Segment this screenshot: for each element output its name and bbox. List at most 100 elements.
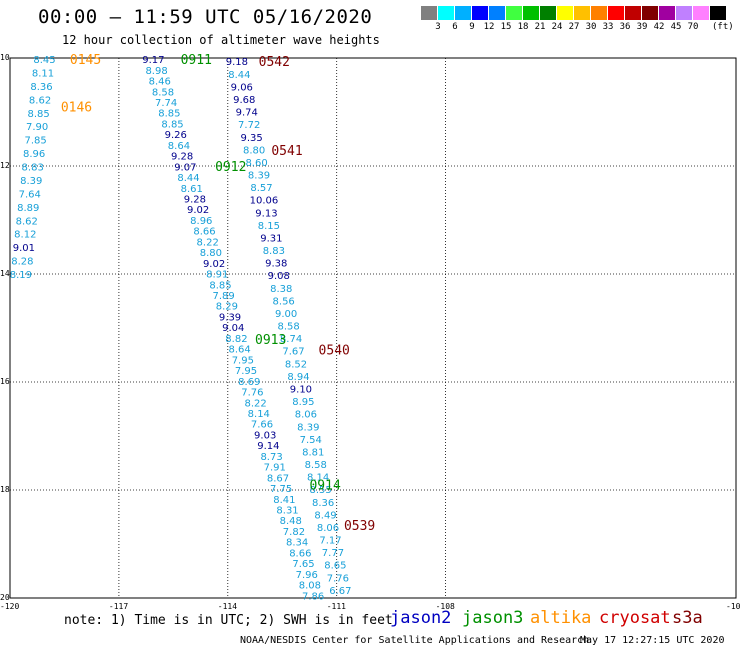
colorbar-swatch	[625, 6, 641, 20]
lon-tick-label: -108	[435, 602, 455, 611]
swh-value-s3a: 9.18	[226, 57, 248, 68]
swh-value-jason3: 8.34	[286, 538, 308, 549]
swh-value-altika: 8.83	[22, 163, 44, 174]
lat-tick-label: 10	[0, 53, 10, 62]
swh-value-altika: 8.39	[20, 176, 42, 187]
swh-value-jason3: 8.64	[168, 141, 190, 152]
swh-value-s3a: 8.56	[273, 296, 295, 307]
swh-value-s3a: 8.06	[317, 523, 339, 534]
swh-value-jason3: 9.02	[203, 259, 225, 270]
swh-value-jason3: 7.89	[213, 291, 235, 302]
swh-value-altika: 8.36	[30, 82, 52, 93]
swh-value-s3a: 8.58	[277, 322, 299, 333]
swh-value-jason3: 7.91	[264, 463, 286, 474]
swh-value-jason3: 8.14	[248, 409, 270, 420]
lat-tick-label: 20	[0, 593, 10, 602]
colorbar-label: 6	[452, 22, 458, 32]
colorbar-swatch	[540, 6, 556, 20]
swh-value-altika: 7.64	[19, 189, 41, 200]
colorbar-swatch	[557, 6, 573, 20]
swh-value-jason3: 8.80	[200, 248, 222, 259]
swh-value-altika: 8.45	[33, 55, 55, 66]
swh-value-jason3: 8.61	[181, 184, 203, 195]
pass-time-label: 0542	[259, 55, 290, 70]
swh-value-jason3: 8.69	[238, 377, 260, 388]
swh-value-jason3: 8.44	[177, 173, 199, 184]
swh-value-s3a: 9.31	[260, 233, 282, 244]
swh-value-s3a: 8.14	[307, 473, 329, 484]
colorbar-label: 39	[636, 22, 648, 32]
swh-value-s3a: 8.52	[285, 359, 307, 370]
colorbar-label: 42	[653, 22, 665, 32]
colorbar-swatch	[472, 6, 488, 20]
swh-value-s3a: 9.06	[231, 82, 253, 93]
footer-credit: NOAA/NESDIS Center for Satellite Applica…	[240, 635, 590, 646]
swh-value-jason3: 8.66	[289, 548, 311, 559]
swh-value-jason3: 9.14	[257, 441, 279, 452]
colorbar-label: 3	[435, 22, 441, 32]
swh-value-s3a: 9.74	[236, 108, 258, 119]
swh-value-s3a: 8.94	[287, 372, 309, 383]
swh-value-jason3: 9.28	[171, 152, 193, 163]
swh-value-jason3: 8.08	[299, 581, 321, 592]
legend-cryosat: cryosat	[599, 608, 671, 628]
swh-value-altika: 8.62	[29, 95, 51, 106]
swh-value-s3a: 9.10	[290, 385, 312, 396]
swh-value-altika: 8.89	[17, 203, 39, 214]
colorbar-swatch	[676, 6, 692, 20]
swh-value-s3a: 7.77	[322, 548, 344, 559]
swh-value-s3a: 9.08	[268, 271, 290, 282]
swh-value-jason3: 7.95	[235, 366, 257, 377]
swh-value-jason3: 8.58	[152, 87, 174, 98]
legend-jason3: jason3	[462, 608, 524, 628]
colorbar-label: 45	[670, 22, 682, 32]
swh-value-jason3: 8.85	[158, 109, 180, 120]
colorbar-swatch	[608, 6, 624, 20]
swh-value-jason3: 9.02	[187, 205, 209, 216]
colorbar-swatch	[591, 6, 607, 20]
swh-value-jason3: 7.82	[283, 527, 305, 538]
pass-time-label: 0146	[61, 101, 92, 116]
swh-value-jason3: 7.76	[241, 388, 263, 399]
colorbar-label: 18	[517, 22, 529, 32]
swh-value-s3a: 8.95	[292, 397, 314, 408]
swh-value-jason3: 9.28	[184, 194, 206, 205]
swh-value-s3a: 8.49	[314, 510, 336, 521]
swh-value-jason3: 8.85	[161, 119, 183, 130]
swh-value-s3a: 8.44	[228, 70, 250, 81]
swh-value-s3a: 9.13	[255, 208, 277, 219]
swh-value-jason3: 7.65	[292, 559, 314, 570]
pass-time-label: 0541	[271, 144, 302, 159]
swh-value-s3a: 8.58	[305, 460, 327, 471]
colorbar-swatch	[659, 6, 675, 20]
swh-value-altika: 7.90	[26, 122, 48, 133]
swh-value-jason3: 7.66	[251, 420, 273, 431]
lon-tick-label: -114	[217, 602, 238, 611]
colorbar-label: 27	[568, 22, 580, 32]
swh-value-s3a: 8.83	[263, 246, 285, 257]
colorbar-swatch	[489, 6, 505, 20]
page-title: 00:00 – 11:59 UTC 05/16/2020	[38, 6, 373, 28]
colorbar-swatch	[455, 6, 471, 20]
swh-value-altika: 7.85	[25, 136, 47, 147]
swh-value-jason3: 7.95	[232, 355, 254, 366]
pass-time-label: 0913	[255, 333, 286, 348]
plot-frame	[9, 57, 737, 599]
swh-value-jason3: 8.98	[145, 66, 167, 77]
swh-value-altika: 8.96	[23, 149, 45, 160]
swh-value-altika: 8.62	[16, 216, 38, 227]
swh-value-s3a: 7.72	[238, 120, 260, 131]
swh-value-s3a: 8.38	[270, 284, 292, 295]
colorbar-label: 24	[551, 22, 563, 32]
colorbar-label: 70	[687, 22, 699, 32]
swh-value-altika: 8.11	[32, 69, 54, 80]
note-text: note: 1) Time is in UTC; 2) SWH is in fe…	[64, 613, 393, 628]
swh-value-jason3: 9.04	[222, 323, 244, 334]
pass-time-label: 0911	[181, 53, 212, 68]
swh-value-s3a: 7.17	[319, 536, 341, 547]
legend-s3a: s3a	[672, 608, 703, 628]
swh-value-s3a: 7.54	[300, 435, 322, 446]
swh-value-s3a: 9.68	[233, 95, 255, 106]
